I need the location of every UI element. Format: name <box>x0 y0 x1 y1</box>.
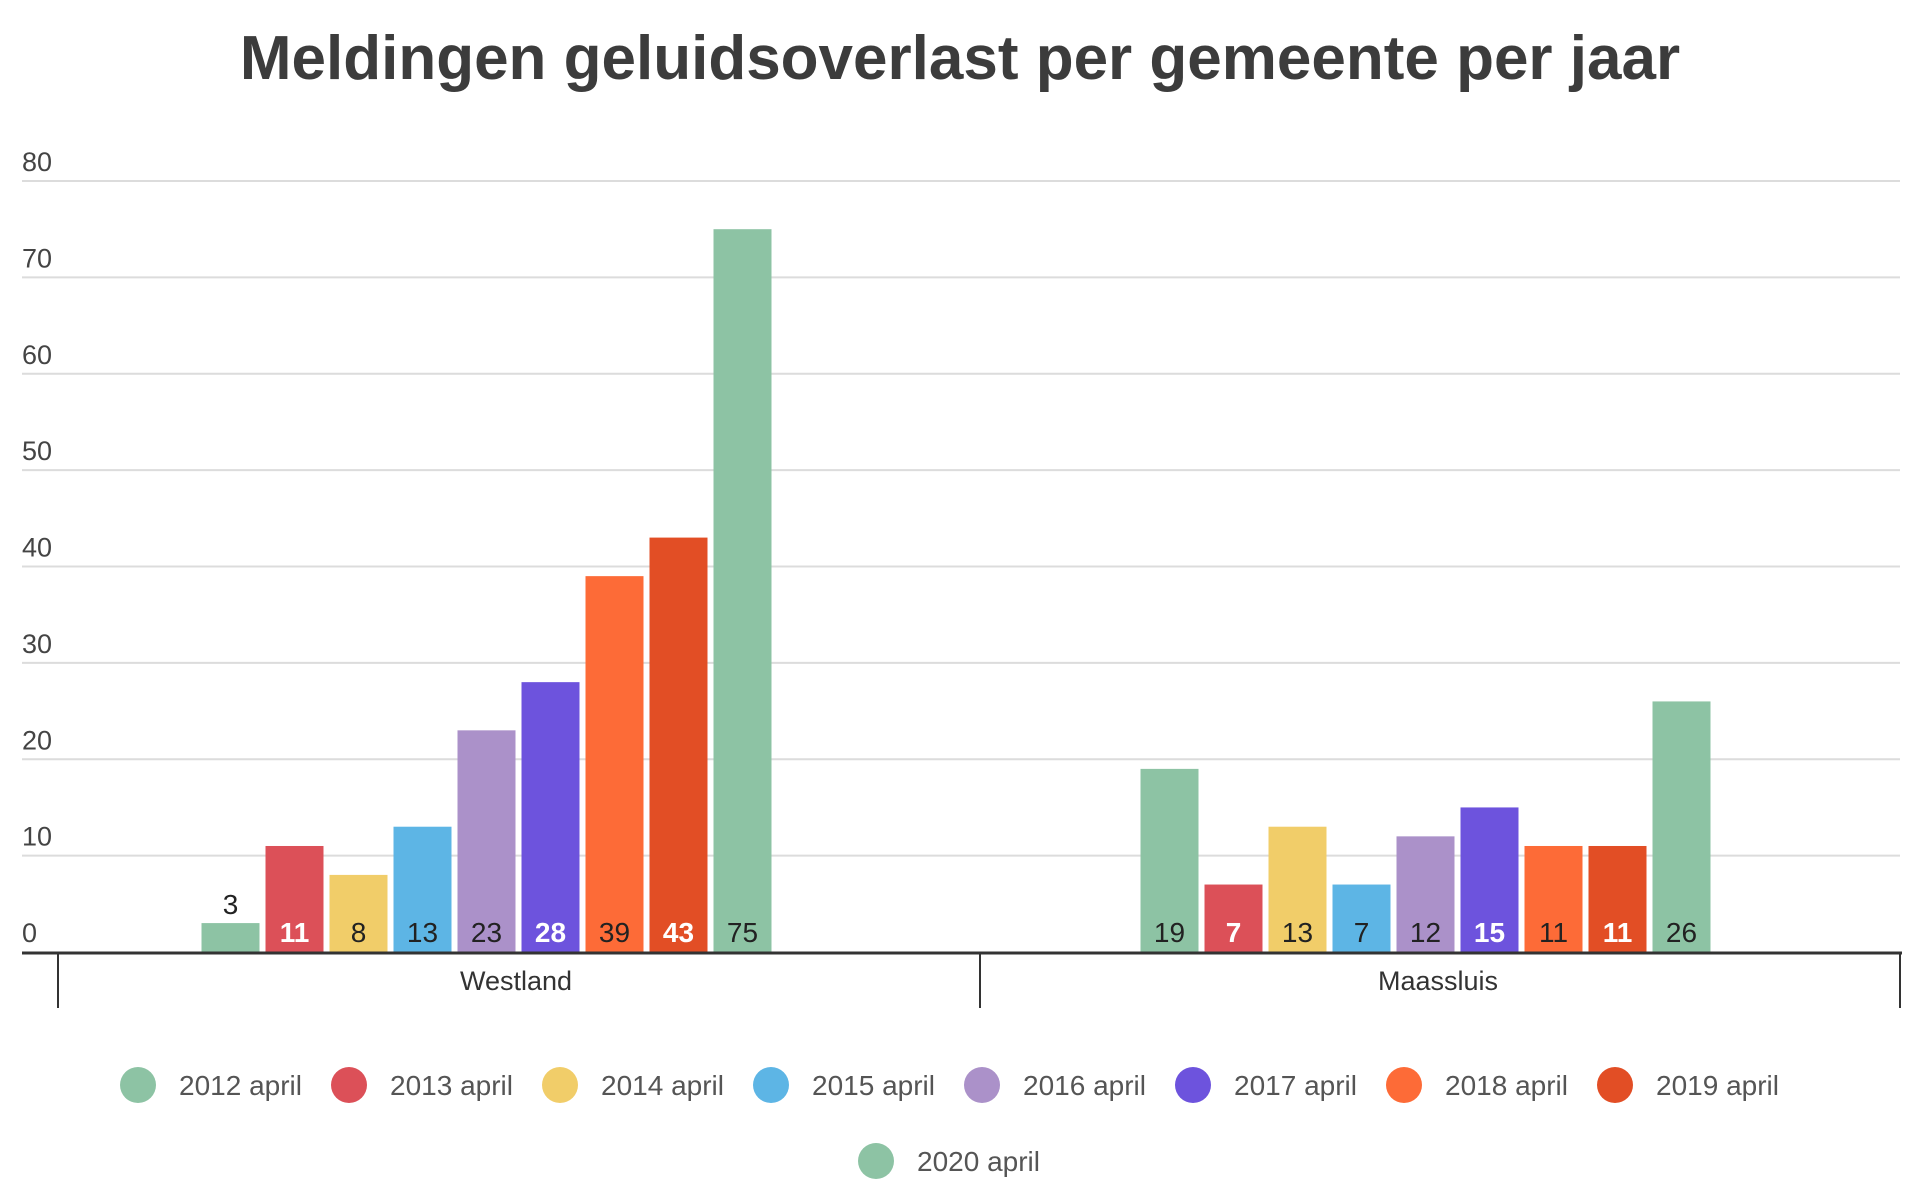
bar-westland-2019-april <box>649 537 708 952</box>
data-label-maassluis-2018-april: 11 <box>1539 917 1568 948</box>
bar-maassluis-2020-april <box>1652 701 1711 952</box>
legend-item-2020-april[interactable]: 2020 april <box>858 1143 1040 1179</box>
legend-label: 2018 april <box>1445 1070 1568 1101</box>
data-label-maassluis-2019-april: 11 <box>1603 917 1633 948</box>
legend-swatch <box>753 1067 789 1103</box>
bar-maassluis-2018-april <box>1524 845 1583 952</box>
data-label-westland-2012-april: 3 <box>223 889 239 920</box>
legend-swatch <box>542 1067 578 1103</box>
data-label-maassluis-2012-april: 19 <box>1154 917 1185 948</box>
data-label-westland-2014-april: 8 <box>351 917 367 948</box>
legend-item-2018-april[interactable]: 2018 april <box>1386 1067 1568 1103</box>
data-label-maassluis-2016-april: 12 <box>1410 917 1441 948</box>
data-label-maassluis-2017-april: 15 <box>1474 917 1505 948</box>
legend-item-2013-april[interactable]: 2013 april <box>331 1067 513 1103</box>
data-label-westland-2018-april: 39 <box>599 917 630 948</box>
y-axis-ticks: 0 10 20 30 40 50 60 70 80 <box>22 147 52 948</box>
y-tick-label: 0 <box>22 918 37 948</box>
legend-item-2014-april[interactable]: 2014 april <box>542 1067 724 1103</box>
legend-item-2019-april[interactable]: 2019 april <box>1597 1067 1779 1103</box>
data-label-westland-2017-april: 28 <box>535 917 566 948</box>
data-label-westland-2015-april: 13 <box>407 917 438 948</box>
legend-item-2015-april[interactable]: 2015 april <box>753 1067 935 1103</box>
legend-swatch <box>331 1067 367 1103</box>
chart-title: Meldingen geluidsoverlast per gemeente p… <box>240 24 1680 93</box>
y-tick-label: 20 <box>22 725 52 755</box>
legend-swatch <box>120 1067 156 1103</box>
legend-label: 2016 april <box>1023 1070 1146 1101</box>
bar-maassluis-2015-april <box>1332 884 1391 952</box>
legend-item-2016-april[interactable]: 2016 april <box>964 1067 1146 1103</box>
legend-label: 2014 april <box>601 1070 724 1101</box>
legend-label: 2017 april <box>1234 1070 1357 1101</box>
bar-westland-2013-april <box>265 845 324 952</box>
bar-maassluis-2012-april <box>1140 768 1199 952</box>
x-axis: Westland Maassluis <box>22 951 1902 1008</box>
data-labels: 3 11 8 13 23 28 39 43 75 19 7 13 7 12 15 11 11 26 <box>223 889 1697 948</box>
legend-swatch <box>964 1067 1000 1103</box>
y-tick-label: 40 <box>22 533 52 563</box>
legend-label: 2012 april <box>179 1070 302 1101</box>
bar-westland-2018-april <box>585 576 644 952</box>
legend-item-2017-april[interactable]: 2017 april <box>1175 1067 1357 1103</box>
data-label-westland-2016-april: 23 <box>471 917 502 948</box>
gridlines <box>22 180 1900 857</box>
bar-maassluis-2014-april <box>1268 826 1327 952</box>
y-tick-label: 50 <box>22 436 52 466</box>
bar-maassluis-2013-april <box>1204 884 1263 952</box>
bar-westland-2020-april <box>713 229 772 952</box>
legend[interactable]: 2012 april 2013 april 2014 april 2015 april… <box>120 1067 1779 1179</box>
bar-maassluis-2016-april <box>1396 836 1455 952</box>
y-tick-label: 80 <box>22 147 52 177</box>
legend-swatch <box>1175 1067 1211 1103</box>
legend-label: 2019 april <box>1656 1070 1779 1101</box>
bar-westland-2017-april <box>521 682 580 952</box>
data-label-westland-2020-april: 75 <box>727 917 758 948</box>
y-tick-label: 30 <box>22 629 52 659</box>
legend-label: 2015 april <box>812 1070 935 1101</box>
y-tick-label: 70 <box>22 243 52 273</box>
bar-westland-2015-april <box>393 826 452 952</box>
data-label-maassluis-2015-april: 7 <box>1354 917 1370 948</box>
bars <box>201 229 1711 952</box>
data-label-maassluis-2020-april: 26 <box>1666 917 1697 948</box>
bar-westland-2012-april <box>201 923 260 952</box>
y-tick-label: 10 <box>22 822 52 852</box>
x-category-label: Westland <box>460 966 572 996</box>
legend-label: 2020 april <box>917 1146 1040 1177</box>
y-tick-label: 60 <box>22 340 52 370</box>
bar-maassluis-2017-april <box>1460 807 1519 952</box>
legend-swatch <box>1386 1067 1422 1103</box>
data-label-maassluis-2014-april: 13 <box>1282 917 1313 948</box>
bar-westland-2016-april <box>457 730 516 952</box>
bar-westland-2014-april <box>329 874 388 952</box>
legend-label: 2013 april <box>390 1070 513 1101</box>
x-category-label: Maassluis <box>1378 966 1498 996</box>
legend-item-2012-april[interactable]: 2012 april <box>120 1067 302 1103</box>
data-label-maassluis-2013-april: 7 <box>1226 917 1242 948</box>
data-label-westland-2019-april: 43 <box>663 917 694 948</box>
bar-maassluis-2019-april <box>1588 845 1647 952</box>
legend-swatch <box>858 1143 894 1179</box>
legend-swatch <box>1597 1067 1633 1103</box>
data-label-westland-2013-april: 11 <box>280 917 310 948</box>
